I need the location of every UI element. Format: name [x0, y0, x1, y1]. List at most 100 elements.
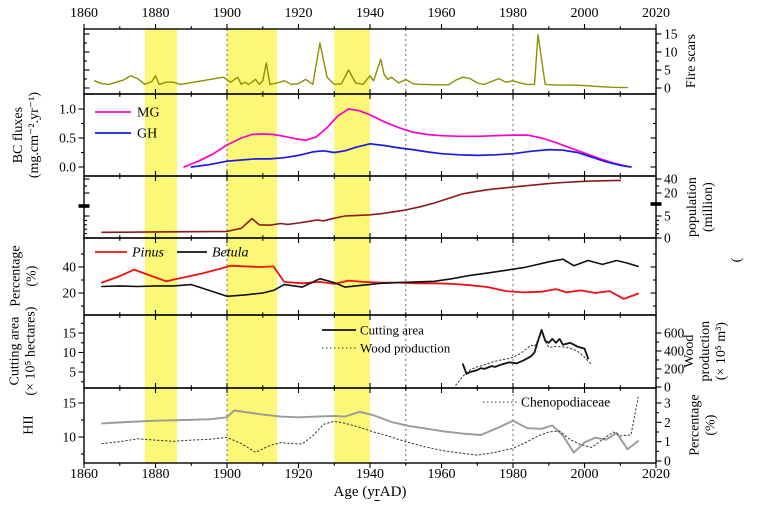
bc-fluxes-left-ticks [78, 108, 84, 168]
hii-chenopodiaceae-left-tick-label: 10 [63, 430, 77, 445]
series-line-cutting-area [461, 328, 589, 375]
fire-scars-x-ticks [83, 24, 657, 94]
cropped-paren: ( [728, 257, 744, 263]
legend-label: Chenopodiaceae [521, 395, 610, 410]
top-x-tick-label: 1880 [142, 6, 170, 21]
cutting-wood-left-tick-label: 15 [63, 326, 77, 341]
top-x-tick-label: 1900 [213, 6, 241, 21]
hii-chenopodiaceae-left-tick-label: 15 [63, 396, 77, 411]
bc-fluxes-left-tick-label: 1.0 [59, 102, 76, 117]
axis-title-line: Fire scars [683, 33, 699, 89]
cutting-wood-right-tick-label: 600 [664, 326, 685, 341]
bottom-x-tick-label: 2020 [642, 467, 670, 482]
population-series-group [101, 179, 622, 234]
hii-chenopodiaceae-left-ticks [78, 402, 84, 455]
hii-chenopodiaceae-right-tick-label: 2 [664, 415, 671, 430]
axis-title-line: HII [21, 415, 37, 435]
series-line-mg [183, 108, 629, 168]
x-axis-title-part: AD) [379, 484, 407, 500]
percentage-pollen-left-tick-label: 40 [63, 260, 77, 275]
legend-label: MG [137, 106, 160, 121]
bc-fluxes-left-tick-label: 0.5 [59, 131, 76, 146]
axis-title-line: BC fluxes [10, 106, 26, 164]
bc-fluxes-left-tick-label: 0.0 [59, 160, 76, 175]
axis-title-line: (million) [701, 182, 717, 232]
cutting-wood-right-tick-label: 200 [664, 362, 685, 377]
percentage-pollen-series-group [101, 258, 639, 300]
axis-title-line: (%) [704, 414, 720, 436]
series-line-gh [190, 142, 632, 168]
series-line-population [101, 179, 622, 234]
hii-chenopodiaceae-right-tick-label: 0 [664, 454, 671, 469]
highlight-band [227, 29, 278, 463]
cutting-wood-left-ticks [78, 322, 84, 383]
cutting-wood-right-tick-label: 400 [664, 344, 685, 359]
population-right-tick-label: 40 [664, 172, 678, 187]
legend-label: Wood production [360, 341, 451, 356]
x-axis-title-part: Age (y [333, 484, 375, 500]
cutting-wood-left-tick-label: 10 [63, 345, 77, 360]
bc-fluxes-series-group [183, 108, 632, 168]
bottom-x-tick-label: 2000 [571, 467, 599, 482]
percentage-pollen-left-ticks [78, 253, 84, 307]
series-line-pinus [101, 264, 639, 300]
highlight-band [144, 29, 177, 463]
axis-title-line: Wood [681, 334, 697, 368]
fire-scars-series-group [93, 34, 629, 89]
axis-title-line: Cutting area [6, 316, 22, 386]
fire-scars-right-tick-label: 10 [664, 45, 678, 60]
bc-fluxes-right-ticks [650, 108, 656, 168]
fire-scars-right-tick-label: 15 [664, 27, 678, 42]
hii-chenopodiaceae-right-tick-label: 1 [664, 434, 671, 449]
legend-label: Betula [212, 246, 249, 261]
series-line-chenopodiaceae [101, 396, 639, 456]
hii-chenopodiaceae-x-ticks [83, 388, 657, 468]
hii-chenopodiaceae-series-group [100, 396, 640, 456]
top-x-tick-label: 2020 [642, 6, 670, 21]
bottom-x-tick-label: 1960 [428, 467, 456, 482]
bottom-x-tick-label: 1880 [142, 467, 170, 482]
series-line-wood-production [455, 330, 593, 386]
bottom-x-tick-label: 1920 [285, 467, 313, 482]
top-x-tick-label: 1980 [499, 6, 527, 21]
cutting-wood-series-group [455, 328, 593, 386]
axis-title-line: population [684, 177, 700, 237]
percentage-pollen-left-tick-label: 20 [63, 286, 77, 301]
top-x-tick-label: 1960 [428, 6, 456, 21]
population-right-tick-label: 5 [664, 209, 671, 224]
axis-title-line: (%) [25, 265, 41, 287]
cutting-wood-x-ticks [83, 315, 657, 388]
population-left-ticks [84, 178, 90, 239]
axis-title-line: Percentage [687, 394, 703, 456]
fire-scars-right-tick-label: 0 [664, 81, 671, 96]
bottom-x-tick-label: 1980 [499, 467, 527, 482]
cutting-wood-left-tick-label: 5 [69, 365, 76, 380]
axis-title-line: (× 10⁵ m³) [714, 321, 730, 381]
series-line-fire-scars [93, 34, 629, 89]
series-line-hii [100, 409, 640, 454]
axis-title-line: (× 10⁵ hectares) [23, 306, 38, 396]
x-axis-title-underlined: r [374, 484, 380, 501]
series-line-betula [101, 258, 639, 298]
population-right-tick-label: 0 [664, 231, 671, 246]
fire-scars-left-ticks [84, 33, 90, 89]
population-right-tick-label: 20 [664, 186, 678, 201]
legend-label: Pinus [131, 246, 164, 261]
bottom-x-tick-label: 1900 [213, 467, 241, 482]
top-x-tick-label: 2000 [571, 6, 599, 21]
highlight-band [334, 29, 371, 463]
fire-scars-right-ticks [656, 33, 662, 89]
axis-title-line: Percentage [8, 245, 24, 307]
hii-chenopodiaceae-right-ticks [656, 402, 662, 462]
x-axis-title: Age (yr AD) [333, 484, 407, 501]
axis-title-line: production [697, 320, 713, 382]
top-x-tick-label: 1920 [285, 6, 313, 21]
bottom-x-tick-label: 1940 [356, 467, 384, 482]
percentage-pollen-right-ticks [650, 253, 656, 307]
top-x-tick-label: 1940 [356, 6, 384, 21]
cutting-wood-right-ticks [656, 332, 662, 388]
cutting-wood-right-tick-label: 0 [664, 380, 671, 395]
hii-chenopodiaceae-right-tick-label: 3 [664, 396, 671, 411]
